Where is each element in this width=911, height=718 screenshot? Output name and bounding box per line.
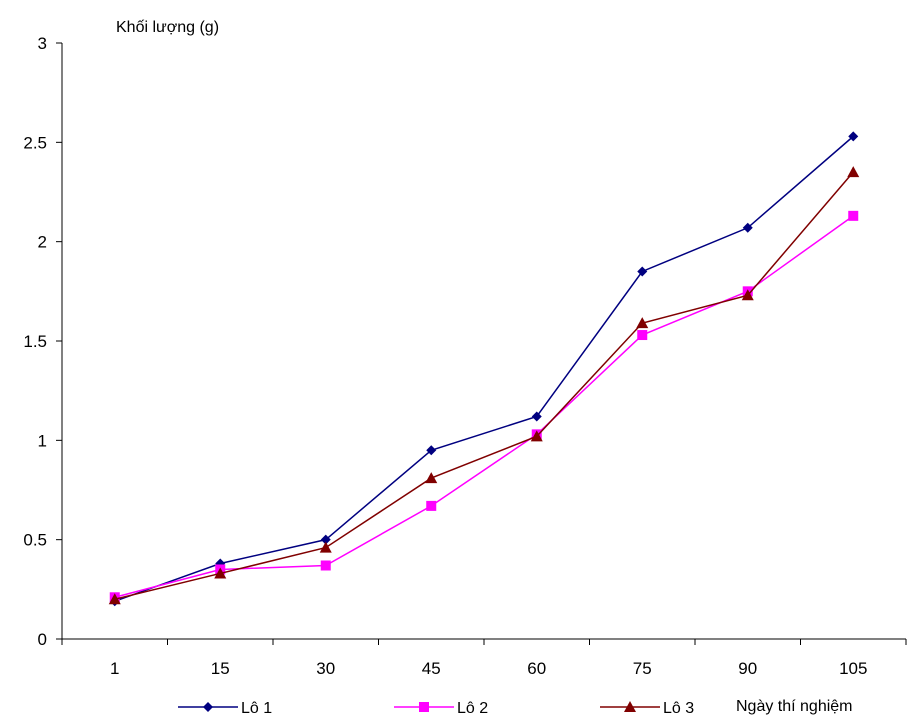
legend: Lô 1 Lô 2 Lô 3 [178,700,694,717]
y-tick-label: 0.5 [23,531,47,550]
axes [61,43,906,640]
data-point [847,166,860,178]
y-tick-label: 3 [38,34,47,53]
data-point [848,131,859,142]
y-tick-label: 0 [38,630,47,649]
legend-marker [419,702,429,712]
x-tick-label: 75 [633,659,652,678]
x-tick-label: 30 [316,659,335,678]
legend-item-1: Lô 1 [178,700,272,717]
series-line [114,215,854,599]
x-tick-label: 45 [422,659,441,678]
y-axis-ticks: 0 0.5 1 1.5 2 2.5 3 [23,34,62,649]
x-tick-label: 90 [738,659,757,678]
series-line [114,135,854,602]
plot-series [108,131,860,607]
legend-label: Lô 1 [241,700,272,717]
legend-item-2: Lô 2 [394,700,488,717]
data-point [108,593,121,605]
y-tick-label: 1.5 [23,332,47,351]
data-point [848,210,859,221]
data-point [637,330,648,341]
y-tick-label: 2 [38,233,47,252]
series-3 [108,166,860,605]
data-point [741,289,754,301]
y-tick-label: 1 [38,431,47,450]
x-axis-title: Ngày thí nghiệm [736,698,853,715]
legend-item-3: Lô 3 [600,700,694,717]
data-point [531,411,542,422]
data-point [426,500,437,511]
data-point [320,534,331,545]
legend-label: Lô 2 [457,700,488,717]
data-point [425,472,438,484]
x-tick-label: 15 [211,659,230,678]
y-tick-label: 2.5 [23,133,47,152]
series-line [114,171,854,600]
x-axis-ticks: 1 15 30 45 60 75 90 105 [61,639,907,678]
x-tick-label: 105 [839,659,867,678]
data-point [319,541,332,553]
legend-marker [624,701,636,712]
legend-marker [203,702,213,712]
series-2 [109,210,859,603]
legend-label: Lô 3 [663,700,694,717]
data-point [530,430,543,442]
data-point [636,317,649,329]
x-tick-label: 1 [110,659,119,678]
data-point [320,560,331,571]
data-point [637,266,648,277]
y-axis-title: Khối lượng (g) [116,19,219,36]
data-point [426,445,437,456]
series-1 [109,131,859,607]
x-tick-label: 60 [527,659,546,678]
data-point [742,222,753,233]
data-point [214,567,227,579]
